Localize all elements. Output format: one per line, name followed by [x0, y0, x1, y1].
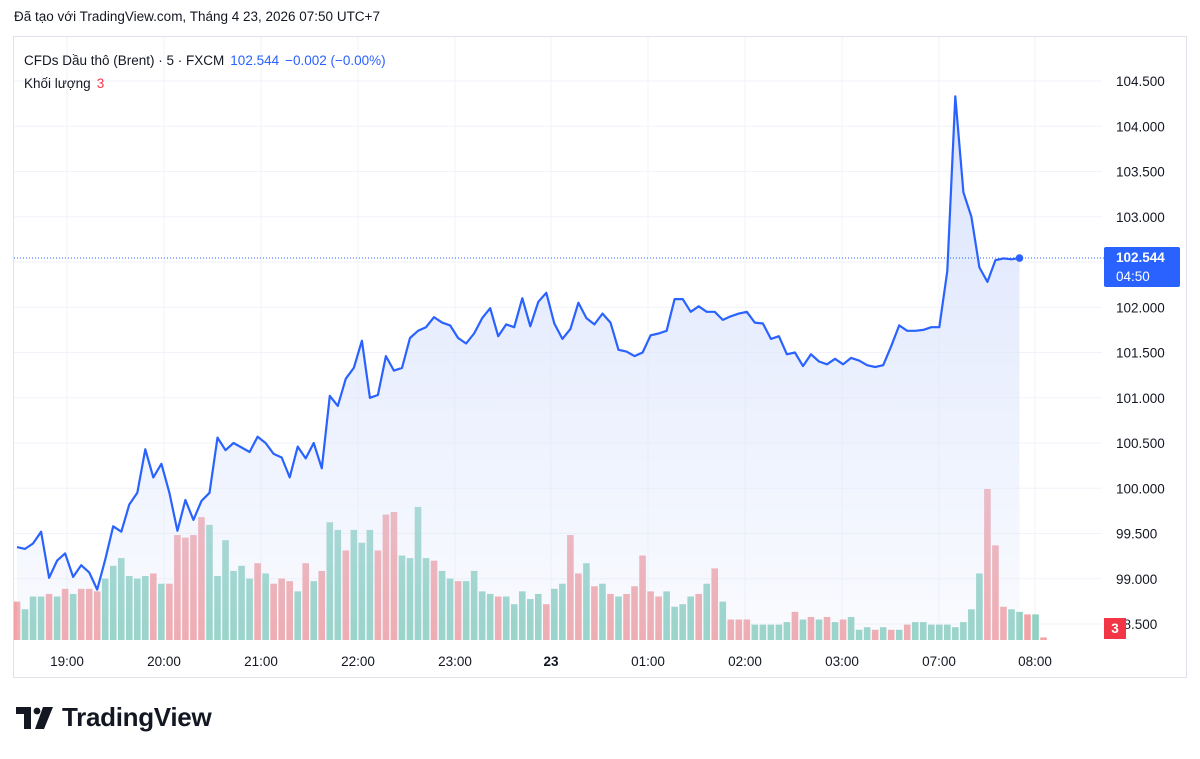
x-tick-label: 19:00: [50, 654, 84, 669]
price-tag-value: 102.544: [1116, 250, 1165, 265]
x-tick-label: 01:00: [631, 654, 665, 669]
y-tick-label: 99.500: [1116, 527, 1157, 542]
price-tag-countdown: 04:50: [1116, 269, 1150, 284]
y-tick-label: 101.000: [1116, 391, 1165, 406]
volume-value: 3: [96, 76, 105, 91]
symbol-name[interactable]: CFDs Dầu thô (Brent) · 5 · FXCM: [24, 53, 225, 68]
volume-bar: [1024, 614, 1031, 640]
x-tick-label: 22:00: [341, 654, 375, 669]
volume-bar: [1040, 637, 1047, 640]
x-tick-label: 08:00: [1018, 654, 1052, 669]
price-change: −0.002 (−0.00%): [285, 53, 386, 68]
x-tick-label: 07:00: [922, 654, 956, 669]
volume-row[interactable]: Khối lượng 3: [24, 72, 386, 95]
volume-bar: [1032, 614, 1039, 640]
volume-label[interactable]: Khối lượng: [24, 76, 91, 91]
y-tick-label: 99.000: [1116, 572, 1157, 587]
volume-tag: 3: [1104, 618, 1126, 639]
current-price: 102.544: [230, 53, 280, 68]
time-axis: 19:00 20:00 21:00 22:00 23:00 23 01:00 02:00 03:…: [50, 654, 1052, 669]
y-tick-label: 98.500: [1116, 617, 1157, 632]
price-tag: 102.544 04:50: [1104, 247, 1180, 288]
x-tick-label: 02:00: [728, 654, 762, 669]
x-tick-label: 23: [543, 654, 559, 669]
y-tick-label: 104.500: [1116, 74, 1165, 89]
y-tick-label: 101.500: [1116, 346, 1165, 361]
price-line: [16, 95, 1020, 591]
tradingview-logo[interactable]: TradingView: [16, 702, 212, 733]
x-tick-label: 23:00: [438, 654, 472, 669]
tradingview-logo-text: TradingView: [62, 702, 212, 732]
y-tick-label: 104.000: [1116, 119, 1165, 134]
price-axis: 104.500104.000103.500103.000102.500102.0…: [1116, 74, 1165, 632]
price-area: [17, 96, 1020, 640]
volume-tag-value: 3: [1111, 621, 1119, 636]
x-tick-label: 21:00: [244, 654, 278, 669]
tradingview-logo-icon: [16, 706, 53, 729]
y-tick-label: 102.000: [1116, 300, 1165, 315]
chart-frame: [13, 36, 1187, 678]
y-tick-label: 103.500: [1116, 165, 1165, 180]
chart-caption: Đã tạo với TradingView.com, Tháng 4 23, …: [14, 9, 380, 24]
y-tick-label: 100.000: [1116, 481, 1165, 496]
chart-legend: CFDs Dầu thô (Brent) · 5 · FXCM 102.544 −0…: [24, 49, 386, 95]
y-tick-label: 100.500: [1116, 436, 1165, 451]
y-tick-label: 103.000: [1116, 210, 1165, 225]
last-price-dot: [1015, 254, 1024, 262]
x-tick-label: 03:00: [825, 654, 859, 669]
x-tick-label: 20:00: [147, 654, 181, 669]
symbol-row[interactable]: CFDs Dầu thô (Brent) · 5 · FXCM 102.544 −0…: [24, 49, 386, 72]
